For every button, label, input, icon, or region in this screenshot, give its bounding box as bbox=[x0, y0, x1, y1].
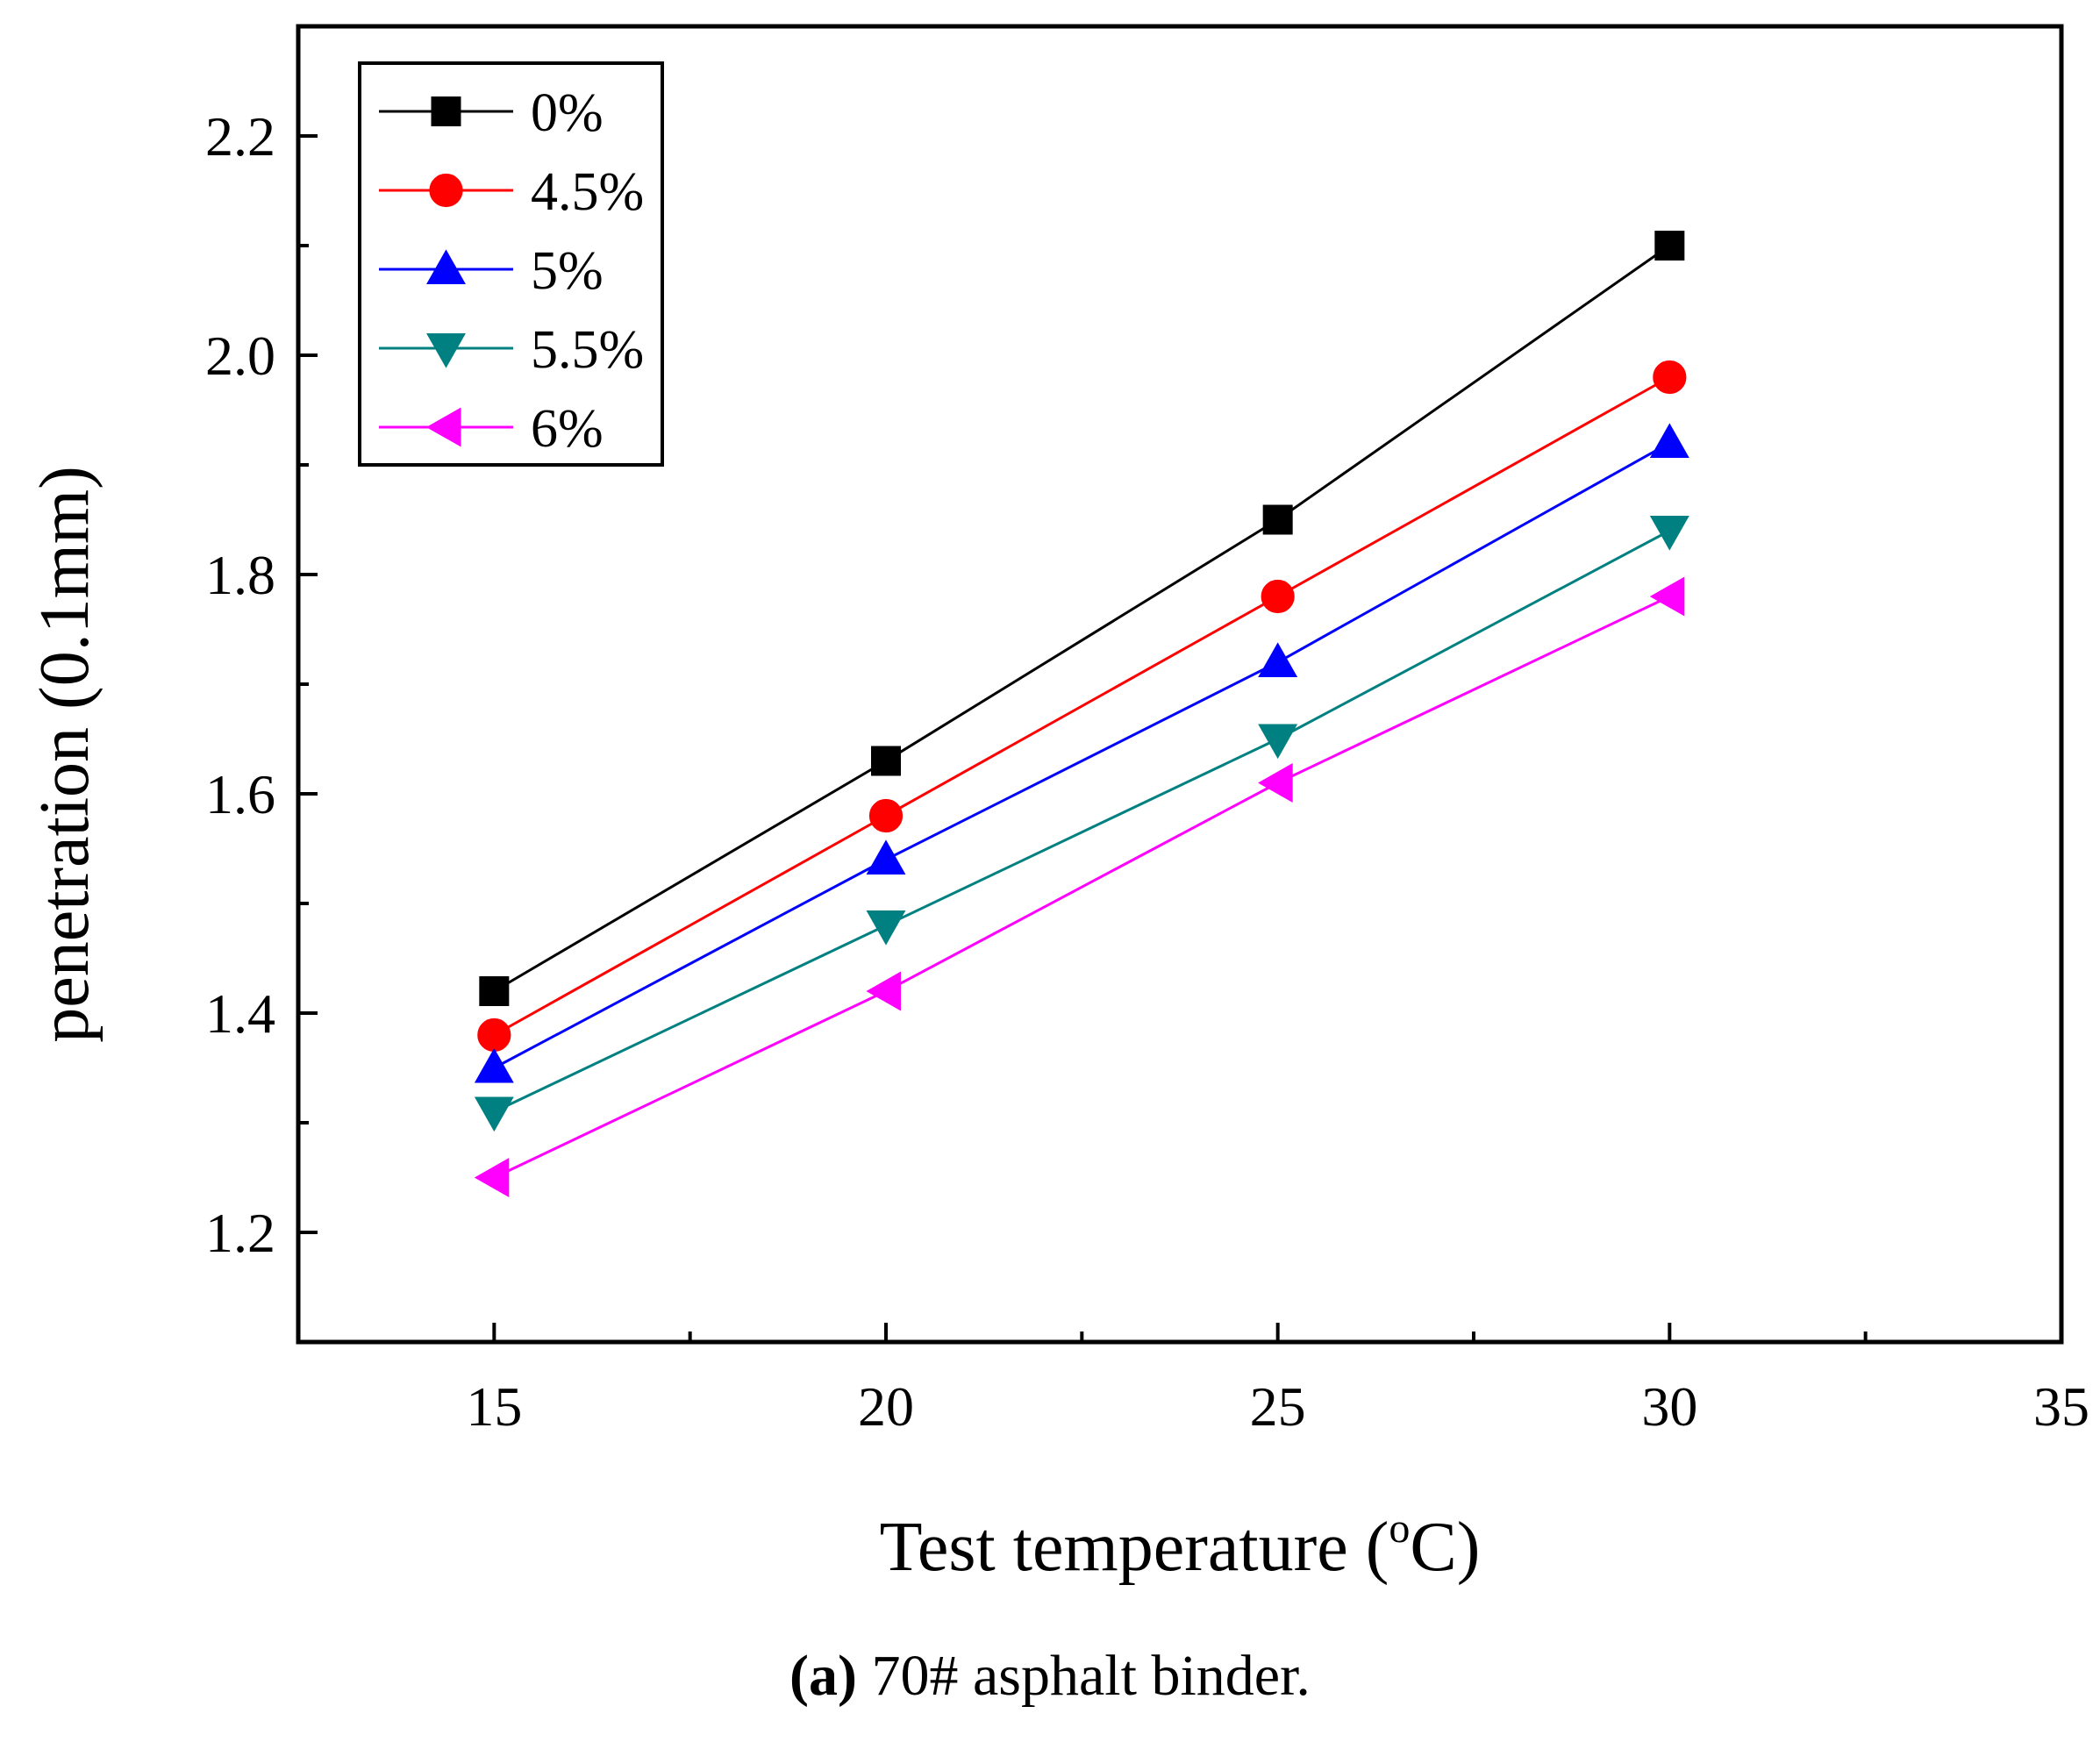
legend-box bbox=[358, 61, 664, 467]
data-point-3-0 bbox=[474, 1096, 514, 1132]
data-point-4-2 bbox=[1258, 763, 1293, 803]
x-tick-label-3: 30 bbox=[1641, 1375, 1697, 1438]
legend-label-2: 5% bbox=[531, 241, 604, 301]
data-point-2-2 bbox=[1258, 642, 1298, 677]
series-3 bbox=[474, 516, 1689, 1132]
legend-label-1: 4.5% bbox=[531, 162, 644, 222]
x-tick-label-0: 15 bbox=[466, 1375, 522, 1438]
legend-marker-0 bbox=[431, 96, 461, 126]
data-point-4-1 bbox=[866, 971, 901, 1011]
legend-item-1: 4.5% bbox=[379, 162, 644, 222]
data-point-3-3 bbox=[1649, 516, 1689, 551]
legend-marker-4 bbox=[425, 407, 461, 447]
figure-caption: (a) 70# asphalt binder. bbox=[789, 1644, 1311, 1708]
legend-item-0: 0% bbox=[379, 83, 604, 143]
caption-label: (a) bbox=[789, 1644, 857, 1708]
series-4 bbox=[474, 576, 1685, 1197]
data-point-2-3 bbox=[1649, 423, 1689, 458]
legend-marker-1 bbox=[429, 173, 463, 208]
y-tick-label-2: 1.6 bbox=[205, 763, 275, 825]
legend-label-3: 5.5% bbox=[531, 320, 644, 380]
data-point-1-2 bbox=[1261, 579, 1295, 614]
legend: 0% 4.5% 5% 5.5% 6% bbox=[379, 83, 644, 459]
y-tick-label-0: 1.2 bbox=[205, 1202, 275, 1264]
legend-marker-3 bbox=[426, 333, 466, 368]
series-line-0 bbox=[493, 244, 1671, 993]
data-point-0-3 bbox=[1654, 231, 1685, 261]
data-point-4-3 bbox=[1649, 576, 1685, 617]
x-tick-label-4: 35 bbox=[2033, 1375, 2089, 1438]
series-2 bbox=[474, 423, 1689, 1083]
y-tick-label-1: 1.4 bbox=[205, 982, 275, 1045]
x-axis-title: Test temperature (oC) bbox=[880, 1505, 1481, 1586]
series-line-1 bbox=[493, 375, 1671, 1037]
data-point-0-2 bbox=[1262, 504, 1293, 535]
x-axis-title-main: Test temperature ( bbox=[880, 1509, 1389, 1586]
data-point-1-3 bbox=[1653, 360, 1687, 395]
data-point-3-2 bbox=[1258, 724, 1298, 760]
series-0 bbox=[479, 231, 1685, 1006]
data-point-4-0 bbox=[474, 1158, 510, 1197]
legend-label-4: 6% bbox=[531, 399, 604, 459]
x-axis-title-sup: o bbox=[1389, 1505, 1410, 1552]
y-tick-label-5: 2.2 bbox=[205, 105, 275, 168]
data-point-0-1 bbox=[871, 746, 901, 776]
x-tick-label-2: 25 bbox=[1250, 1375, 1306, 1438]
series-1 bbox=[477, 360, 1687, 1053]
legend-item-2: 5% bbox=[379, 241, 604, 301]
legend-marker-2 bbox=[426, 249, 466, 284]
y-tick-label-3: 1.8 bbox=[205, 544, 275, 606]
ticks-layer: 15 20 25 30 35 1.2 1.4 1.6 1.8 2.0 2.2 bbox=[205, 105, 2089, 1438]
x-axis-title-end: C) bbox=[1410, 1509, 1480, 1586]
data-point-1-0 bbox=[477, 1017, 511, 1053]
caption-text: 70# asphalt binder. bbox=[857, 1644, 1311, 1708]
legend-item-3: 5.5% bbox=[379, 320, 644, 380]
data-point-3-1 bbox=[866, 910, 906, 946]
series-line-2 bbox=[493, 441, 1671, 1069]
legend-label-0: 0% bbox=[531, 83, 604, 143]
data-point-2-0 bbox=[474, 1047, 514, 1083]
series-line-4 bbox=[493, 595, 1670, 1179]
x-tick-label-1: 20 bbox=[858, 1375, 914, 1438]
y-axis-title: penetration (0.1mm) bbox=[26, 466, 104, 1043]
data-point-0-0 bbox=[479, 976, 510, 1006]
legend-item-4: 6% bbox=[379, 399, 604, 459]
series-line-3 bbox=[493, 529, 1671, 1113]
y-tick-label-4: 2.0 bbox=[205, 325, 275, 387]
plot-layer bbox=[474, 231, 1689, 1197]
data-point-1-1 bbox=[868, 798, 904, 833]
data-point-2-1 bbox=[866, 839, 906, 875]
